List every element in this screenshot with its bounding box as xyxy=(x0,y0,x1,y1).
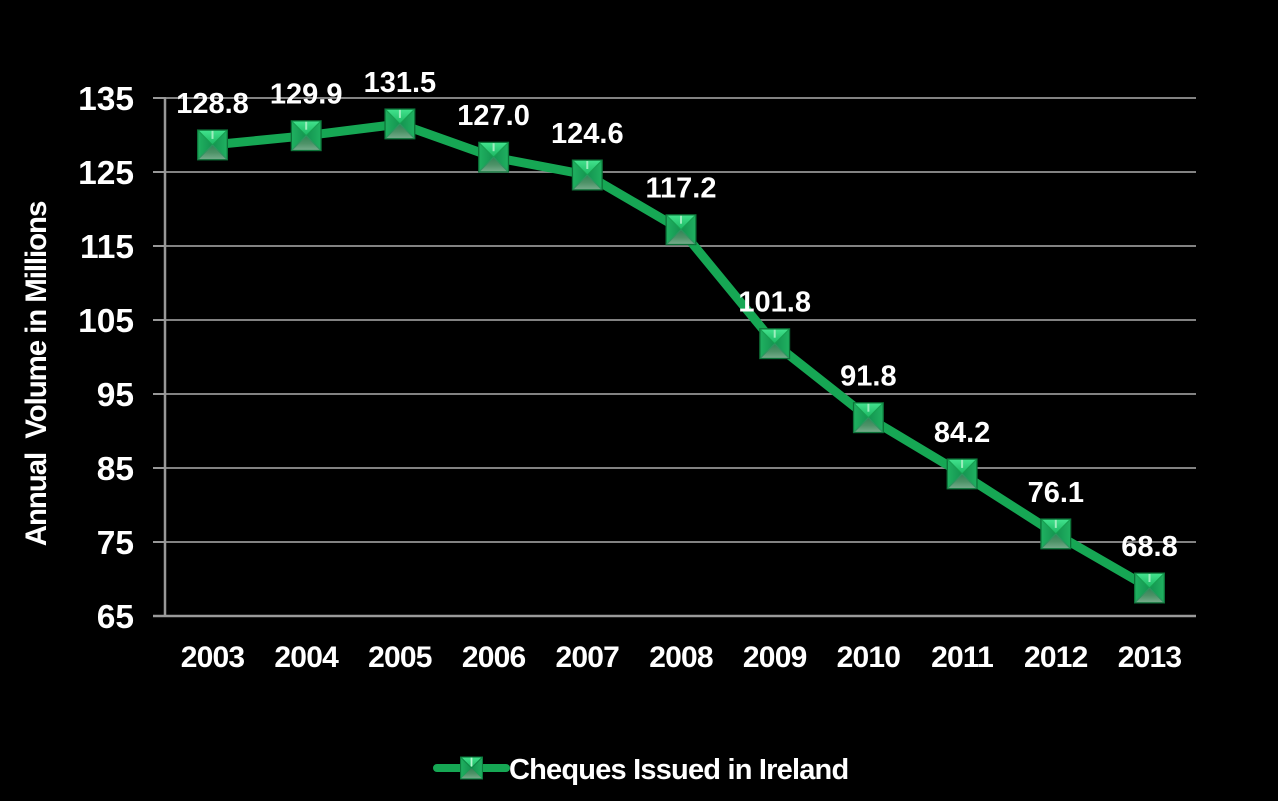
svg-text:2006: 2006 xyxy=(462,641,526,674)
svg-text:91.8: 91.8 xyxy=(840,361,896,393)
svg-text:117.2: 117.2 xyxy=(646,173,717,205)
svg-text:2004: 2004 xyxy=(274,641,339,674)
svg-text:2011: 2011 xyxy=(931,641,993,674)
svg-text:Annual Volume in Millions: Annual Volume in Millions xyxy=(20,201,53,546)
svg-text:115: 115 xyxy=(80,229,134,266)
svg-text:68.8: 68.8 xyxy=(1121,531,1177,563)
svg-text:2012: 2012 xyxy=(1024,641,1088,674)
svg-text:75: 75 xyxy=(97,525,134,562)
svg-text:2007: 2007 xyxy=(556,641,620,674)
svg-text:105: 105 xyxy=(78,303,134,340)
svg-text:127.0: 127.0 xyxy=(457,100,530,132)
svg-text:2008: 2008 xyxy=(649,641,713,674)
svg-text:2013: 2013 xyxy=(1118,641,1182,674)
svg-text:2010: 2010 xyxy=(837,641,901,674)
svg-text:85: 85 xyxy=(97,451,134,488)
svg-text:125: 125 xyxy=(78,155,134,192)
svg-text:76.1: 76.1 xyxy=(1028,477,1084,509)
svg-text:Cheques Issued in Ireland: Cheques Issued in Ireland xyxy=(509,754,848,786)
svg-text:124.6: 124.6 xyxy=(551,118,624,150)
svg-text:101.8: 101.8 xyxy=(738,287,811,319)
svg-text:2009: 2009 xyxy=(743,641,807,674)
svg-text:2005: 2005 xyxy=(368,641,432,674)
svg-text:2003: 2003 xyxy=(181,641,245,674)
svg-text:95: 95 xyxy=(97,377,134,414)
svg-text:65: 65 xyxy=(97,599,134,636)
svg-text:131.5: 131.5 xyxy=(364,67,437,99)
svg-text:135: 135 xyxy=(78,81,134,118)
svg-text:128.8: 128.8 xyxy=(176,88,249,120)
svg-text:129.9: 129.9 xyxy=(270,79,343,111)
svg-text:84.2: 84.2 xyxy=(934,417,990,449)
